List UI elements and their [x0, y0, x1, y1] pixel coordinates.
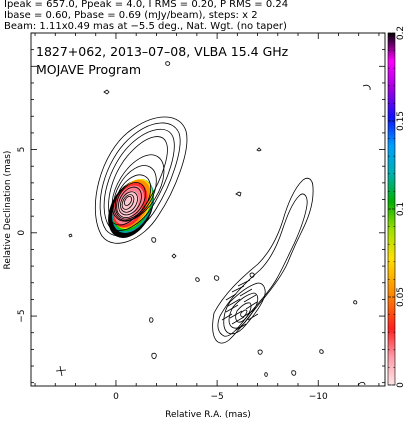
colorbar-tick-label: 0.2: [396, 26, 406, 40]
stats-line-2: Ibase = 0.60, Pbase = 0.69 (mJy/beam), s…: [4, 10, 258, 21]
y-tick-label: −5: [17, 309, 27, 322]
x-axis-label: Relative R.A. (mas): [165, 410, 251, 420]
y-axis-ticks: 5 0 −5: [17, 32, 385, 384]
plot-frame: [30, 32, 386, 387]
colorbar-tick-label: 0.05: [396, 287, 406, 307]
colorbar-tick-label: 0.1: [396, 202, 406, 216]
stats-line-1: Ipeak = 657.0, Ppeak = 4.0, I RMS = 0.20…: [4, 0, 289, 10]
y-tick-label: 0: [17, 230, 27, 236]
map-area: [55, 61, 371, 386]
core-contours: [95, 116, 188, 244]
beam-marker: [55, 365, 67, 377]
colorbar-ticks: 0 0.05 0.1 0.15 0.2: [388, 26, 406, 388]
colorbar-tick-label: 0.15: [396, 111, 406, 131]
x-axis-ticks: 0 −5 −10: [34, 33, 380, 402]
colorbar-tick-label: 0: [396, 382, 406, 388]
x-tick-label: −10: [309, 392, 328, 402]
noise-contours: [68, 61, 371, 386]
y-axis-label: Relative Declination (mas): [3, 151, 13, 270]
beam-line: Beam: 1.11x0.49 mas at −5.5 deg., Nat. W…: [4, 21, 287, 32]
x-tick-label: −5: [210, 392, 223, 402]
jet-contours: [212, 177, 314, 344]
polarization-vectors: [221, 279, 259, 331]
y-tick-label: 5: [17, 147, 27, 153]
map-subtitle: MOJAVE Program: [36, 62, 141, 77]
x-tick-label: 0: [113, 392, 119, 402]
map-title: 1827+062, 2013–07–08, VLBA 15.4 GHz: [36, 44, 289, 59]
